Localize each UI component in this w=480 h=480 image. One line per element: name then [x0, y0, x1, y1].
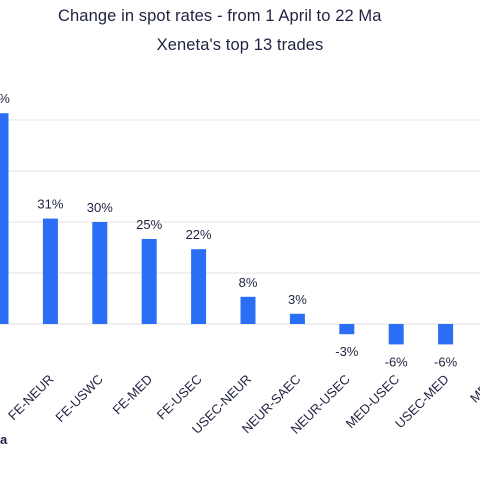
bar	[141, 239, 157, 324]
bar-value-label: -3%	[335, 344, 359, 359]
bar-value-label: 3%	[288, 292, 307, 307]
x-tick-label: FE-USWC	[52, 372, 106, 426]
x-tick-label: FE-USEC	[154, 372, 205, 423]
footer-logo-text: a	[0, 432, 8, 447]
bar-value-label: 30%	[87, 200, 113, 215]
chart-title: Change in spot rates - from 1 April to 2…	[58, 7, 382, 25]
bar	[388, 324, 404, 345]
bar-value-label: 22%	[186, 227, 212, 242]
chart-subtitle: Xeneta's top 13 trades	[156, 36, 324, 54]
bar	[0, 113, 9, 324]
bar	[289, 313, 305, 324]
x-tick-label: USEC-MED	[392, 372, 452, 432]
bar-value-label: %	[0, 91, 10, 106]
x-tick-label: FE-MED	[109, 372, 155, 418]
x-tick-label: FE-NEUR	[5, 372, 56, 423]
bar	[339, 324, 355, 335]
bar	[92, 222, 108, 324]
bar	[240, 296, 256, 324]
x-tick-label: MED-	[467, 372, 480, 406]
bar	[42, 218, 58, 324]
bar-value-label: -6%	[434, 354, 458, 369]
bar-value-label: 8%	[239, 275, 258, 290]
bar	[438, 324, 454, 345]
bar	[191, 249, 207, 324]
bar-value-label: 31%	[37, 197, 63, 212]
bar-value-label: 25%	[136, 217, 162, 232]
bar-value-label: -6%	[385, 354, 409, 369]
